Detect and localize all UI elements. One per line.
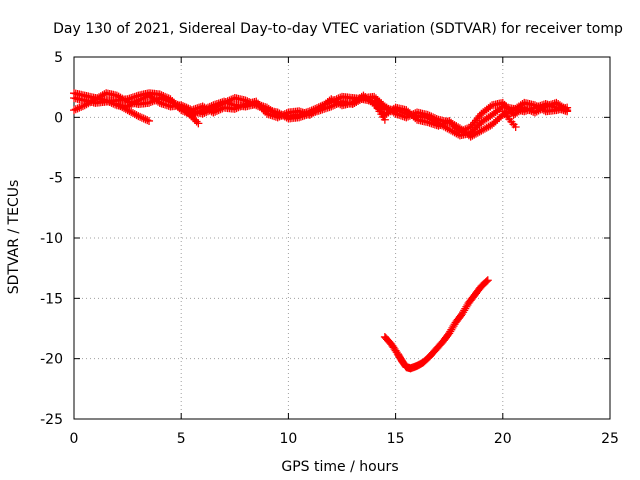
- series-line: [383, 279, 489, 370]
- x-tick-label: 25: [601, 431, 619, 447]
- series-line: [73, 91, 568, 134]
- series-line: [501, 110, 517, 128]
- axes: 0 5 10 15 20 25 5 0 -5 -10 -15 -20 -25: [40, 50, 619, 447]
- series-line: [186, 111, 200, 125]
- y-tick-label: -15: [40, 291, 63, 307]
- x-axis-label: GPS time / hours: [281, 459, 398, 475]
- x-tick-label: 20: [494, 431, 512, 447]
- data-point: [194, 119, 203, 128]
- y-tick-label: 5: [54, 50, 63, 66]
- y-tick-label: 0: [54, 110, 63, 126]
- data-points: [70, 89, 572, 373]
- series-offshoot-4: [498, 107, 520, 131]
- series-offshoot-2: [370, 98, 389, 124]
- data-point: [511, 122, 520, 131]
- x-tick-label: 15: [387, 431, 405, 447]
- y-tick-label: -5: [49, 171, 63, 187]
- y-tick-label: -25: [40, 412, 63, 428]
- series-lower-arc: [380, 276, 492, 373]
- series-offshoot-1: [112, 100, 154, 125]
- series-line: [116, 102, 150, 123]
- data-point: [483, 276, 492, 285]
- x-tick-label: 0: [70, 431, 79, 447]
- series-offshoot-3: [183, 108, 203, 128]
- y-tick-label: -20: [40, 352, 63, 368]
- y-axis-label: SDTVAR / TECUs: [6, 180, 22, 295]
- series-line: [372, 102, 387, 121]
- y-tick-label: -10: [40, 231, 63, 247]
- x-tick-label: 10: [279, 431, 297, 447]
- chart-title: Day 130 of 2021, Sidereal Day-to-day VTE…: [53, 21, 623, 37]
- x-tick-label: 5: [177, 431, 186, 447]
